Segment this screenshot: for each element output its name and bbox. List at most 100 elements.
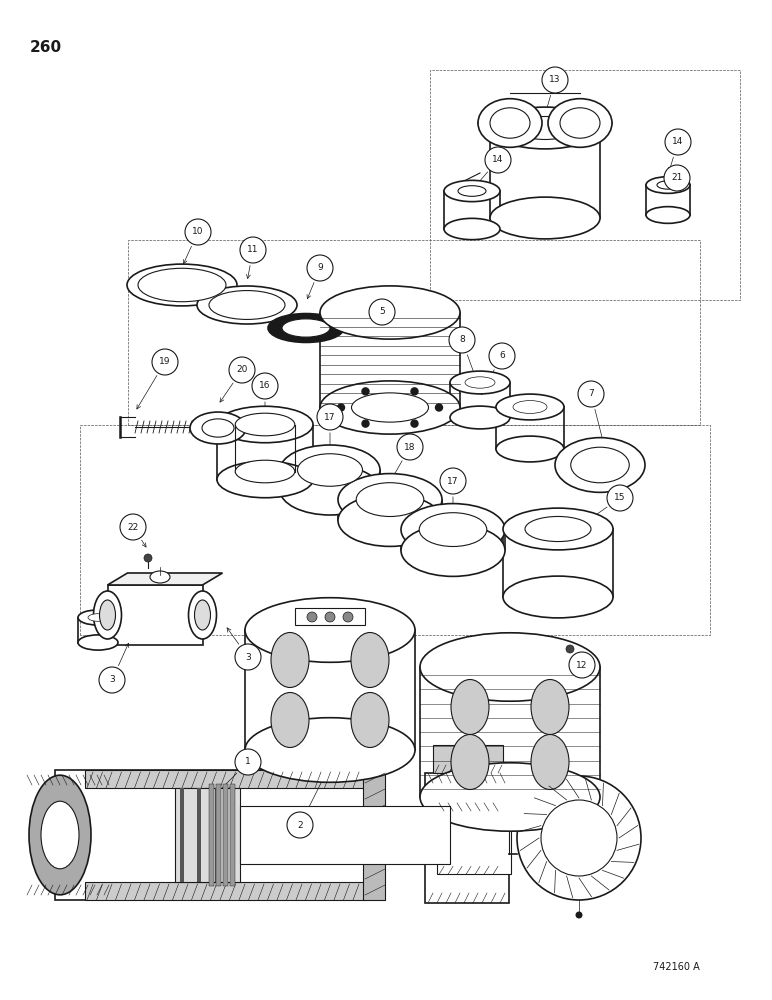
Ellipse shape [444,180,500,202]
Ellipse shape [560,108,600,138]
Circle shape [575,912,583,918]
Ellipse shape [209,291,285,319]
Bar [85,770,365,788]
Ellipse shape [320,286,460,339]
Polygon shape [295,608,365,625]
Text: 3: 3 [109,676,115,684]
Text: 6: 6 [499,352,505,360]
Ellipse shape [100,600,116,630]
Ellipse shape [280,465,380,515]
Ellipse shape [478,99,542,147]
Ellipse shape [297,454,363,486]
Ellipse shape [490,197,600,239]
Ellipse shape [93,591,121,639]
Ellipse shape [41,801,79,869]
Bar [180,788,184,882]
Polygon shape [107,573,222,585]
Circle shape [449,327,475,353]
Bar [230,784,235,886]
Ellipse shape [571,447,629,483]
Ellipse shape [132,266,232,304]
Ellipse shape [525,516,591,542]
Ellipse shape [245,718,415,782]
Bar [216,784,221,886]
Circle shape [240,237,266,263]
Circle shape [185,219,211,245]
Circle shape [152,349,178,375]
Ellipse shape [320,381,460,434]
Ellipse shape [88,614,108,621]
Circle shape [235,644,261,670]
Text: 11: 11 [247,245,259,254]
Circle shape [252,373,278,399]
Text: 21: 21 [672,174,682,182]
Ellipse shape [338,474,442,526]
Text: 8: 8 [459,336,465,344]
Ellipse shape [444,218,500,240]
Ellipse shape [217,406,313,443]
Ellipse shape [490,108,530,138]
Circle shape [337,404,344,411]
Ellipse shape [338,494,442,546]
Text: 17: 17 [447,477,459,486]
Circle shape [362,420,369,427]
Ellipse shape [351,393,428,422]
Ellipse shape [513,401,547,413]
Ellipse shape [419,513,487,546]
Ellipse shape [78,635,118,650]
Ellipse shape [195,600,211,630]
Ellipse shape [450,371,510,394]
Ellipse shape [235,413,295,436]
Ellipse shape [217,461,313,498]
Ellipse shape [356,483,424,516]
Ellipse shape [351,633,389,688]
Ellipse shape [29,775,91,895]
Text: 5: 5 [379,308,385,316]
Ellipse shape [458,186,486,196]
Ellipse shape [657,181,679,189]
Ellipse shape [268,314,344,342]
Ellipse shape [548,99,612,147]
Text: 14: 14 [672,137,684,146]
Circle shape [397,434,423,460]
Circle shape [569,652,595,678]
Ellipse shape [465,377,495,388]
Circle shape [343,612,353,622]
Circle shape [517,776,641,900]
Text: 18: 18 [405,442,416,452]
Circle shape [664,165,690,191]
Ellipse shape [235,460,295,483]
Text: 17: 17 [324,412,336,422]
Ellipse shape [197,286,297,324]
Ellipse shape [451,680,489,734]
Ellipse shape [496,394,564,420]
Polygon shape [107,585,202,645]
Ellipse shape [646,177,690,193]
Ellipse shape [450,406,510,429]
Circle shape [485,147,511,173]
Circle shape [99,667,125,693]
Bar [223,784,228,886]
Ellipse shape [150,571,170,583]
Bar [209,784,214,886]
Circle shape [566,645,574,653]
Circle shape [411,420,418,427]
Text: 12: 12 [577,660,587,670]
Ellipse shape [282,319,330,337]
Circle shape [362,388,369,395]
Circle shape [307,612,317,622]
Ellipse shape [531,680,569,734]
Ellipse shape [280,445,380,495]
Ellipse shape [496,436,564,462]
Circle shape [369,299,395,325]
Bar [55,770,385,900]
Text: 13: 13 [549,76,560,85]
Bar [240,806,450,864]
Circle shape [317,404,343,430]
Circle shape [235,749,261,775]
Ellipse shape [401,524,505,576]
Text: 15: 15 [615,493,626,502]
Ellipse shape [401,504,505,556]
Ellipse shape [490,107,600,149]
Text: 14: 14 [493,155,503,164]
